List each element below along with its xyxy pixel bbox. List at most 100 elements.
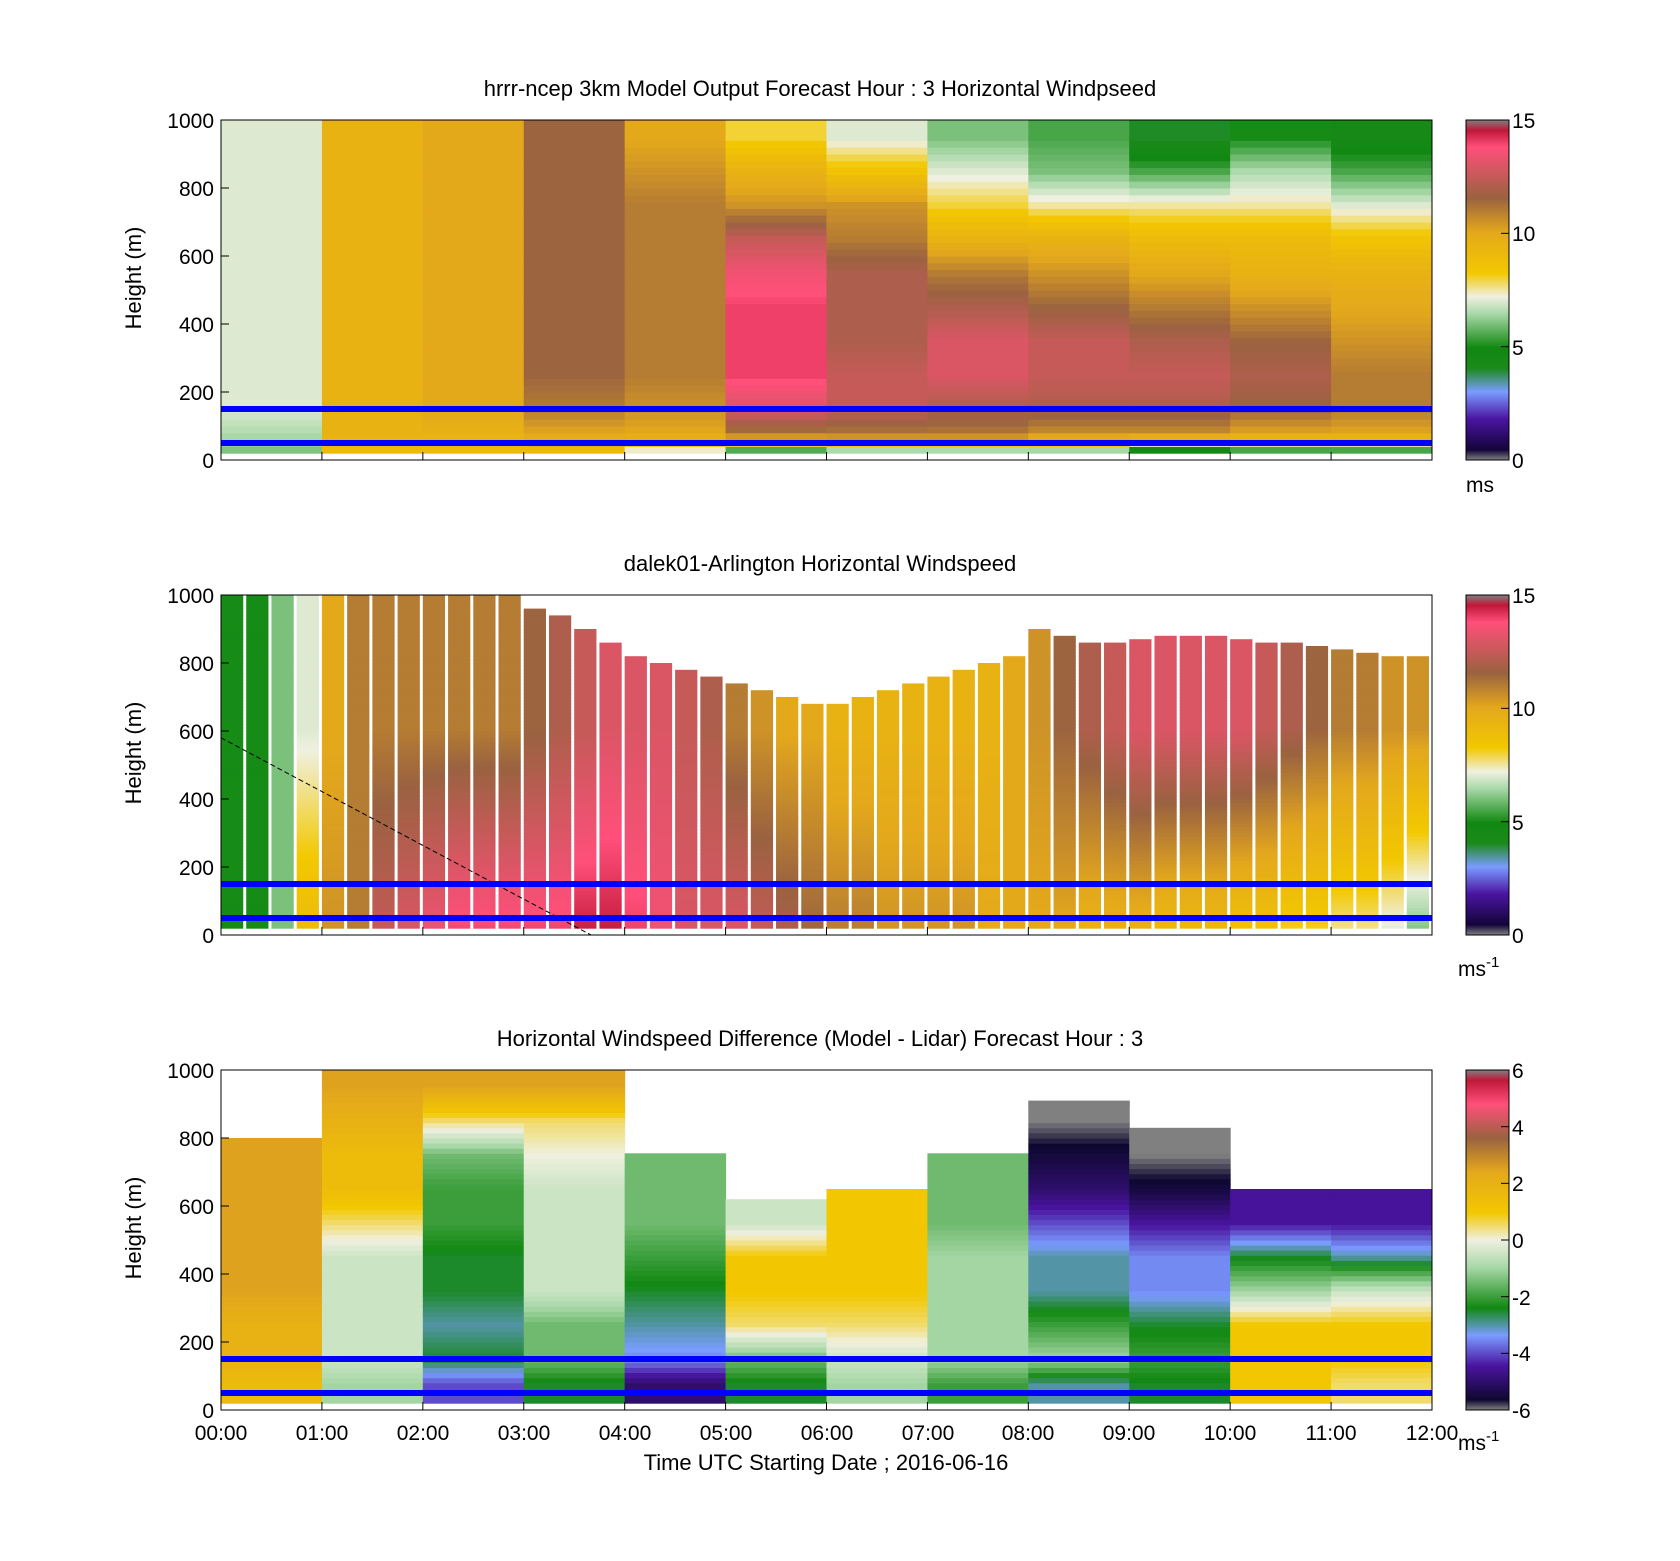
heatmap-cell <box>448 778 471 783</box>
heatmap-cell <box>1129 741 1152 746</box>
heatmap-cell <box>523 419 626 427</box>
heatmap-cell <box>523 839 546 844</box>
heatmap-cell <box>296 836 319 841</box>
heatmap-cell <box>1104 724 1127 729</box>
heatmap-cell <box>1028 351 1130 359</box>
heatmap-cell <box>296 615 319 620</box>
heatmap-cell <box>750 737 774 742</box>
heatmap-cell <box>498 812 521 817</box>
heatmap-cell <box>271 846 294 851</box>
heatmap-cell <box>977 907 1001 912</box>
heatmap-cell <box>952 737 975 742</box>
heatmap-cell <box>397 765 420 769</box>
heatmap-cell <box>1356 714 1379 718</box>
heatmap-cell <box>498 676 521 681</box>
heatmap-cell <box>826 707 849 712</box>
heatmap-cell <box>498 720 521 725</box>
heatmap-cell <box>271 598 294 603</box>
heatmap-cell <box>422 351 525 359</box>
heatmap-cell <box>1003 792 1026 797</box>
heatmap-cell <box>1028 778 1051 783</box>
heatmap-cell <box>876 792 900 797</box>
heatmap-cell <box>271 605 294 610</box>
heatmap-cell <box>599 833 622 837</box>
heatmap-cell <box>1280 765 1303 769</box>
heatmap-cell <box>397 863 420 868</box>
heatmap-cell <box>1154 907 1177 912</box>
heatmap-cell <box>523 714 546 718</box>
heatmap-cell <box>624 700 647 705</box>
heatmap-cell <box>675 741 698 746</box>
heatmap-cell <box>1104 887 1127 892</box>
heatmap-cell <box>826 337 928 345</box>
heatmap-cell <box>372 768 395 773</box>
heatmap-cell <box>876 850 900 854</box>
heatmap-cell <box>624 911 647 916</box>
heatmap-cell <box>296 748 319 752</box>
heatmap-cell <box>548 731 572 735</box>
heatmap-cell <box>1381 799 1404 803</box>
heatmap-cell <box>347 720 370 725</box>
heatmap-cell <box>422 1070 525 1076</box>
heatmap-cell <box>1255 703 1278 708</box>
heatmap-cell <box>1230 656 1253 661</box>
heatmap-cell <box>574 799 597 803</box>
heatmap-cell <box>1255 792 1278 797</box>
heatmap-cell <box>700 805 723 810</box>
heatmap-cell <box>1204 690 1228 695</box>
heatmap-cell <box>1406 911 1429 916</box>
heatmap-cell <box>1154 720 1177 725</box>
heatmap-cell <box>725 228 827 237</box>
heatmap-cell <box>1255 822 1278 827</box>
heatmap-cell <box>1154 799 1177 803</box>
heatmap-cell <box>876 748 900 752</box>
heatmap-cell <box>1230 337 1332 345</box>
heatmap-cell <box>347 625 370 630</box>
heatmap-cell <box>725 208 827 216</box>
heatmap-cell <box>876 826 900 831</box>
heatmap-cell <box>1053 676 1076 681</box>
heatmap-cell <box>246 710 269 715</box>
heatmap-cell <box>422 1342 525 1348</box>
heatmap-cell <box>1053 775 1076 780</box>
heatmap-cell <box>1028 856 1051 861</box>
heatmap-cell <box>221 426 323 434</box>
heatmap-cell <box>952 707 975 712</box>
heatmap-cell <box>1129 208 1231 216</box>
heatmap-cell <box>1053 795 1076 800</box>
heatmap-cell <box>649 710 673 715</box>
heatmap-cell <box>1381 717 1404 722</box>
heatmap-cell <box>1406 686 1429 691</box>
heatmap-cell <box>422 1183 525 1190</box>
heatmap-cell <box>1053 758 1076 763</box>
heatmap-cell <box>246 656 269 661</box>
heatmap-cell <box>599 812 622 817</box>
heatmap-cell <box>725 358 827 366</box>
heatmap-cell <box>523 727 546 732</box>
heatmap-cell <box>347 714 370 718</box>
heatmap-cell <box>296 765 319 769</box>
heatmap-cell <box>221 1183 323 1190</box>
heatmap-cell <box>221 1311 323 1317</box>
heatmap-cell <box>952 714 975 718</box>
heatmap-cell <box>1179 853 1202 858</box>
heatmap-cell <box>321 1316 424 1323</box>
heatmap-cell <box>599 829 622 834</box>
heatmap-cell <box>1179 924 1202 929</box>
heatmap-cell <box>1104 697 1127 701</box>
heatmap-cell <box>599 656 622 661</box>
heatmap-cell <box>347 924 370 929</box>
heatmap-cell <box>246 870 269 875</box>
heatmap-cell <box>1003 870 1026 875</box>
heatmap-cell <box>372 608 395 613</box>
heatmap-cell <box>826 833 849 837</box>
heatmap-cell <box>1078 911 1102 916</box>
heatmap-cell <box>548 697 572 701</box>
heatmap-cell <box>1104 659 1127 664</box>
heatmap-cell <box>927 782 950 786</box>
heatmap-cell <box>725 924 748 929</box>
heatmap-cell <box>624 330 727 339</box>
heatmap-cell <box>725 805 748 810</box>
heatmap-cell <box>548 659 572 664</box>
heatmap-cell <box>1381 748 1404 752</box>
